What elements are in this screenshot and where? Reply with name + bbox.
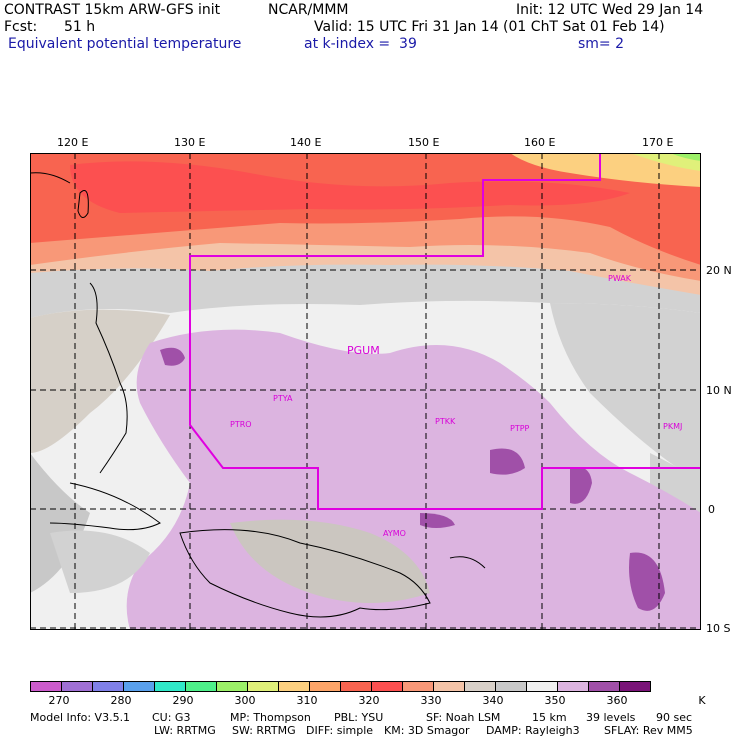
colorbar-label-280: 280 (110, 694, 132, 707)
lon-label-150: 150 E (408, 136, 440, 149)
purple-patch-1 (160, 347, 185, 366)
colorbar-swatch (309, 681, 341, 692)
borneo-coast (49, 482, 161, 531)
forecast-hour: 51 h (64, 19, 96, 35)
model-title: CONTRAST 15km ARW-GFS init (4, 2, 221, 18)
lat-label-20n: 20 N (706, 264, 732, 277)
lon-label-130: 130 E (174, 136, 206, 149)
newguinea-grey (230, 519, 430, 603)
station-pwak: PWAK (608, 274, 632, 283)
field-name: Equivalent potential temperature (8, 36, 242, 52)
colorbar-label-360: 360 (606, 694, 628, 707)
station-ptkk: PTKK (435, 417, 456, 426)
theta-e-map: PGUM PTYA PTRO PTKK PTPP PKMJ PWAK AYMO (30, 153, 701, 630)
colorbar-label-340: 340 (482, 694, 504, 707)
colorbar-swatch (30, 681, 62, 692)
valid-time: Valid: 15 UTC Fri 31 Jan 14 (01 ChT Sat … (314, 19, 665, 35)
colorbar-swatch (185, 681, 217, 692)
station-aymo: AYMO (383, 529, 406, 538)
footer-damp: DAMP: Rayleigh3 (486, 724, 580, 737)
station-ptpp: PTPP (510, 424, 530, 433)
smoothing: sm= 2 (578, 36, 625, 52)
footer-diff: DIFF: simple (306, 724, 374, 737)
green-corner (670, 153, 701, 161)
west-grey (30, 309, 170, 453)
colorbar-label-310: 310 (296, 694, 318, 707)
colorbar-swatch (464, 681, 496, 692)
colorbar-swatch (92, 681, 124, 692)
lat-label-10n: 10 N (706, 384, 732, 397)
china-coast (30, 172, 71, 184)
footer-timestep: 90 sec (656, 711, 693, 724)
colorbar-swatch (61, 681, 93, 692)
colorbar-label-290: 290 (172, 694, 194, 707)
footer-sf: SF: Noah LSM (426, 711, 501, 724)
colorbar-swatch (588, 681, 620, 692)
lon-label-120: 120 E (57, 136, 89, 149)
purple-patch-4 (420, 513, 455, 528)
taiwan-coast (77, 190, 89, 218)
deep-red-core (70, 161, 630, 213)
philippines-coast (89, 282, 128, 474)
colorbar-swatch (526, 681, 558, 692)
lon-label-160: 160 E (524, 136, 556, 149)
station-ptya: PTYA (273, 394, 293, 403)
colorbar-label-300: 300 (234, 694, 256, 707)
orange-corner (510, 153, 701, 187)
footer-cu: CU: G3 (152, 711, 191, 724)
colorbar-swatch (216, 681, 248, 692)
colorbar-swatch (278, 681, 310, 692)
footer-levels: 39 levels (586, 711, 636, 724)
footer-sflay: SFLAY: Rev MM5 (604, 724, 693, 737)
purple-patch-3 (570, 467, 592, 504)
colorbar-swatch (340, 681, 372, 692)
footer-sw: SW: RRTMG (232, 724, 296, 737)
colorbar-swatch (557, 681, 589, 692)
footer-resolution: 15 km (532, 711, 567, 724)
east-grey (550, 303, 701, 483)
domain-outline (189, 153, 701, 510)
yellow-corner (630, 153, 701, 171)
init-time: Init: 12 UTC Wed 29 Jan 14 (516, 2, 704, 18)
station-pgum: PGUM (347, 344, 380, 357)
station-pkmj: PKMJ (663, 422, 682, 431)
lat-label-equator: 0 (708, 503, 715, 516)
colorbar-swatch (154, 681, 186, 692)
colorbar-swatch (123, 681, 155, 692)
footer-km: KM: 3D Smagor (384, 724, 470, 737)
purple-patch-2 (490, 448, 525, 475)
colorbar-swatch (402, 681, 434, 692)
lilac-region-central (410, 403, 530, 453)
station-ptro: PTRO (230, 420, 252, 429)
colorbar-swatch (495, 681, 527, 692)
footer-lw: LW: RRTMG (154, 724, 216, 737)
colorbar-label-350: 350 (544, 694, 566, 707)
colorbar-unit: K (698, 694, 706, 707)
forecast-label: Fcst: (4, 19, 38, 35)
lon-label-170: 170 E (642, 136, 674, 149)
coastlines (30, 172, 486, 618)
org-label: NCAR/MMM (268, 2, 349, 18)
map-border (30, 153, 701, 630)
colorbar-label-270: 270 (48, 694, 70, 707)
level-index: at k-index = 39 (304, 36, 417, 52)
colorbar-swatch (433, 681, 465, 692)
solomon-coast (449, 556, 486, 569)
lon-label-140: 140 E (290, 136, 322, 149)
colorbar-swatch (247, 681, 279, 692)
colorbar-swatch (371, 681, 403, 692)
colorbar-label-320: 320 (358, 694, 380, 707)
colorbar-swatch (619, 681, 651, 692)
footer-model-info: Model Info: V3.5.1 (30, 711, 131, 724)
colorbar-label-330: 330 (420, 694, 442, 707)
footer-mp: MP: Thompson (230, 711, 311, 724)
newguinea-coast (179, 529, 431, 618)
purple-patch-5 (629, 552, 665, 611)
footer-pbl: PBL: YSU (334, 711, 384, 724)
lat-label-10s: 10 S (706, 622, 731, 635)
